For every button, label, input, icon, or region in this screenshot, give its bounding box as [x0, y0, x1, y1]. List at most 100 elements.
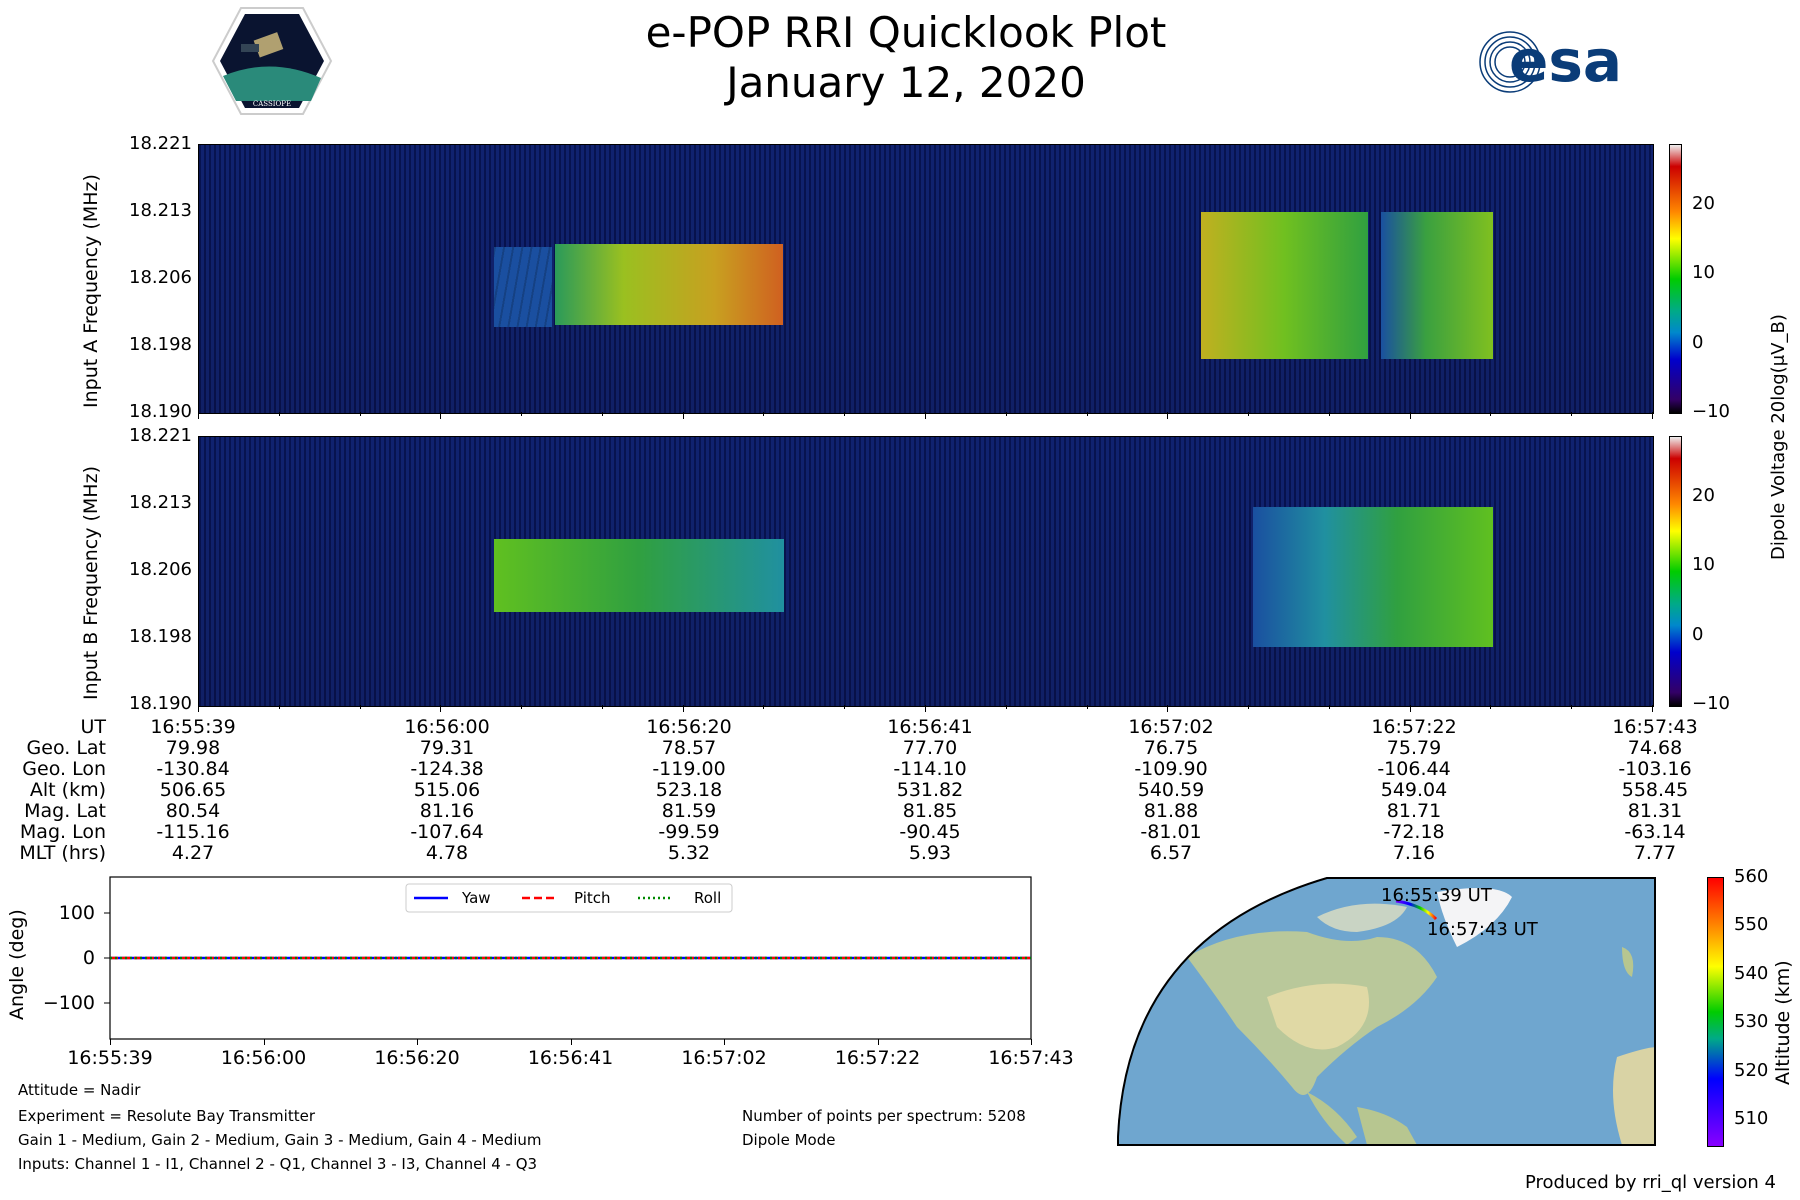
cbar-tick: 510 — [1734, 1108, 1769, 1129]
table-cell: -90.45 — [899, 821, 961, 843]
x-tick-mark — [1031, 1039, 1032, 1045]
x-tick-mark — [440, 705, 442, 712]
table-cell: 16:57:43 — [1612, 716, 1698, 738]
table-cell: 5.32 — [667, 842, 711, 864]
table-cell: 7.77 — [1633, 842, 1677, 864]
table-cell: 79.98 — [165, 737, 221, 759]
table-cell: -115.16 — [156, 821, 230, 843]
signal-block — [1381, 212, 1494, 360]
table-row-label: Mag. Lat — [24, 800, 106, 822]
x-tick-mark — [877, 1039, 879, 1045]
table-cell: 5.93 — [908, 842, 952, 864]
x-tick-mark — [1571, 705, 1573, 709]
table-cell: 75.79 — [1386, 737, 1442, 759]
table-cell: -109.90 — [1134, 758, 1208, 780]
x-tick-label: 16:56:41 — [527, 1047, 614, 1069]
table-cell: 81.59 — [661, 800, 717, 822]
svg-text:CASSIOPE: CASSIOPE — [253, 100, 291, 108]
ytick: 18.198 — [129, 626, 192, 647]
x-tick-mark — [844, 705, 846, 709]
cbar-tick: 0 — [1692, 624, 1704, 645]
x-tick-mark — [359, 705, 361, 709]
table-cell: -106.44 — [1377, 758, 1451, 780]
x-tick-mark — [763, 705, 765, 709]
x-tick-mark — [1005, 412, 1007, 416]
x-tick-mark — [601, 412, 603, 416]
x-tick-mark — [1490, 412, 1492, 416]
ytick: 18.206 — [129, 559, 192, 580]
x-tick-mark — [359, 412, 361, 416]
table-cell: 540.59 — [1137, 779, 1205, 801]
note-points: Number of points per spectrum: 5208 — [742, 1107, 1026, 1125]
cbar-tick: −10 — [1692, 693, 1730, 714]
x-tick-mark — [278, 705, 280, 709]
ytick: 18.213 — [129, 200, 192, 221]
legend-roll: Roll — [694, 889, 721, 907]
legend: Yaw Pitch Roll — [405, 883, 733, 913]
x-tick-mark — [278, 412, 280, 416]
page-date: January 12, 2020 — [726, 58, 1086, 107]
x-tick-mark — [682, 412, 684, 419]
x-tick-mark — [844, 412, 846, 416]
cbar-tick: 520 — [1734, 1060, 1769, 1081]
table-cell: -130.84 — [156, 758, 230, 780]
table-row-label: UT — [80, 716, 106, 738]
x-tick-mark — [110, 1039, 111, 1045]
x-tick-mark — [601, 705, 603, 709]
cbar-tick: 10 — [1692, 554, 1715, 575]
note-experiment: Experiment = Resolute Bay Transmitter — [18, 1107, 315, 1125]
table-cell: 16:56:00 — [404, 716, 490, 738]
x-tick-mark — [925, 705, 926, 712]
table-cell: 81.16 — [419, 800, 475, 822]
table-row-label: MLT (hrs) — [19, 842, 106, 864]
table-cell: 81.88 — [1143, 800, 1199, 822]
table-row-label: Mag. Lon — [19, 821, 106, 843]
table-cell: 515.06 — [413, 779, 481, 801]
table-cell: 16:55:39 — [150, 716, 236, 738]
x-tick-label: 16:57:22 — [834, 1047, 921, 1069]
attitude-plot: Yaw Pitch Roll — [104, 876, 1032, 1040]
table-cell: 549.04 — [1380, 779, 1448, 801]
orbit-track — [1395, 899, 1438, 921]
note-mode: Dipole Mode — [742, 1131, 836, 1149]
table-cell: -107.64 — [410, 821, 484, 843]
x-tick-mark — [763, 412, 765, 416]
x-tick-mark — [1409, 412, 1411, 419]
esa-logo: esa — [1479, 29, 1622, 95]
legend-pitch: Pitch — [574, 889, 611, 907]
x-tick-mark — [682, 705, 684, 712]
x-tick-label: 16:56:00 — [220, 1047, 307, 1069]
cbar-tick: 540 — [1734, 963, 1769, 984]
track-end-label: 16:57:43 UT — [1427, 919, 1539, 940]
note-gain: Gain 1 - Medium, Gain 2 - Medium, Gain 3… — [18, 1131, 542, 1149]
x-tick-label: 16:56:20 — [374, 1047, 460, 1069]
table-cell: 4.27 — [171, 842, 215, 864]
table-row-label: Geo. Lat — [26, 737, 106, 759]
svg-text:esa: esa — [1509, 29, 1622, 95]
x-tick-mark — [1248, 412, 1250, 416]
voltage-colorbar-a — [1669, 144, 1682, 414]
x-tick-mark — [440, 412, 442, 419]
table-cell: 16:56:41 — [887, 716, 973, 738]
x-tick-mark — [1086, 412, 1088, 416]
altitude-colorbar — [1707, 877, 1724, 1147]
table-cell: 16:56:20 — [646, 716, 732, 738]
table-cell: 6.57 — [1149, 842, 1193, 864]
ytick: 18.190 — [129, 401, 192, 422]
ytick: 100 — [58, 902, 95, 924]
table-cell: 523.18 — [655, 779, 723, 801]
x-tick-mark — [263, 1039, 265, 1045]
signal-block — [1200, 212, 1368, 360]
input-b-ylabel: Input B Frequency (MHz) — [80, 466, 102, 700]
x-tick-mark — [198, 705, 199, 712]
signal-block — [555, 244, 784, 325]
table-cell: 81.31 — [1627, 800, 1683, 822]
x-tick-mark — [1490, 705, 1492, 709]
ytick: 18.221 — [129, 133, 192, 154]
cbar-tick: −10 — [1692, 401, 1730, 422]
ytick: 18.221 — [129, 425, 192, 446]
ytick: 18.213 — [129, 492, 192, 513]
table-cell: 81.85 — [902, 800, 958, 822]
table-cell: 80.54 — [165, 800, 221, 822]
ytick: 0 — [82, 947, 95, 969]
